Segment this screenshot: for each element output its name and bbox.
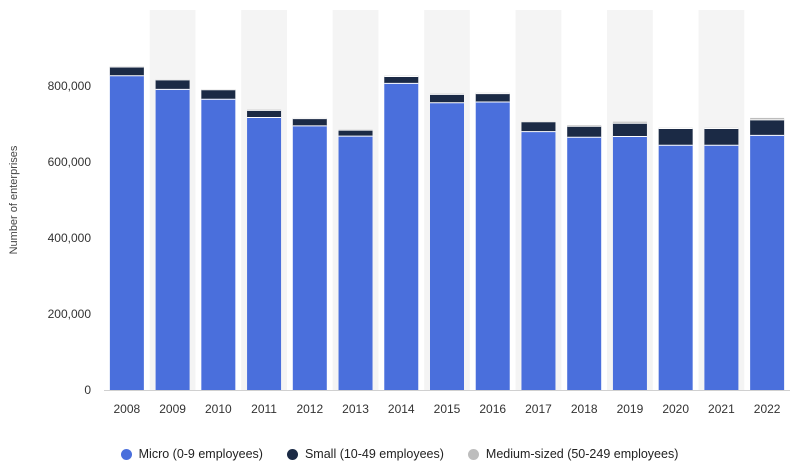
bar-micro-2013[interactable]: [338, 136, 373, 390]
bar-small-2011[interactable]: [247, 110, 282, 118]
x-tick-label: 2017: [525, 402, 552, 416]
legend-swatch-small: [286, 448, 298, 460]
legend-swatch-medium: [467, 448, 479, 460]
bar-micro-2014[interactable]: [384, 83, 419, 390]
bar-small-2012[interactable]: [292, 118, 327, 126]
y-tick-label: 600,000: [48, 155, 92, 169]
legend-item-medium[interactable]: Medium-sized (50-249 employees): [467, 447, 679, 461]
bar-small-2008[interactable]: [109, 67, 144, 76]
x-tick-label: 2009: [159, 402, 186, 416]
x-tick-label: 2018: [571, 402, 598, 416]
x-tick-label: 2010: [205, 402, 232, 416]
y-tick-label: 200,000: [48, 307, 92, 321]
x-tick-label: 2019: [617, 402, 644, 416]
bar-micro-2012[interactable]: [292, 125, 327, 391]
bar-micro-2018[interactable]: [567, 137, 602, 390]
bar-micro-2022[interactable]: [750, 135, 785, 390]
bar-small-2020[interactable]: [658, 128, 693, 146]
bar-micro-2011[interactable]: [247, 117, 282, 390]
bar-small-2022[interactable]: [750, 119, 785, 136]
bar-small-2018[interactable]: [567, 126, 602, 138]
legend-item-small[interactable]: Small (10-49 employees): [286, 447, 444, 461]
x-tick-label: 2021: [708, 402, 735, 416]
y-tick-label: 800,000: [48, 79, 92, 93]
x-tick-label: 2012: [296, 402, 323, 416]
bar-micro-2015[interactable]: [430, 102, 464, 390]
bar-micro-2008[interactable]: [109, 75, 144, 391]
bar-medium-2019[interactable]: [612, 121, 647, 124]
bar-small-2019[interactable]: [612, 123, 647, 137]
y-tick-label: 0: [84, 383, 91, 397]
x-tick-label: 2013: [342, 402, 369, 416]
bar-micro-2020[interactable]: [658, 145, 693, 390]
bar-micro-2009[interactable]: [155, 89, 190, 391]
bar-micro-2010[interactable]: [201, 99, 236, 391]
y-tick-label: 400,000: [48, 231, 92, 245]
x-tick-label: 2020: [662, 402, 689, 416]
bar-micro-2021[interactable]: [704, 145, 739, 390]
bar-small-2013[interactable]: [338, 130, 373, 137]
y-axis: 0 200,000 400,000 600,000 800,000: [48, 79, 92, 397]
x-tick-label: 2015: [434, 402, 461, 416]
legend-swatch-micro: [120, 448, 132, 460]
bar-small-2015[interactable]: [430, 94, 464, 103]
x-tick-label: 2016: [479, 402, 506, 416]
bar-micro-2019[interactable]: [612, 136, 647, 390]
legend-label-small: Small (10-49 employees): [304, 447, 444, 461]
bar-small-2016[interactable]: [475, 93, 510, 102]
legend: Micro (0-9 employees) Small (10-49 emplo…: [0, 443, 799, 465]
bar-small-2014[interactable]: [384, 76, 419, 84]
bars: [109, 66, 785, 391]
x-tick-label: 2014: [388, 402, 415, 416]
bar-medium-2018[interactable]: [567, 125, 602, 127]
x-axis: 2008 2009 2010 2011 2012 2013 2014 2015 2016 2017…: [104, 390, 790, 416]
bar-small-2021[interactable]: [704, 128, 739, 146]
bar-small-2009[interactable]: [155, 79, 190, 90]
x-tick-label: 2022: [754, 402, 781, 416]
legend-label-medium: Medium-sized (50-249 employees): [485, 447, 679, 461]
x-tick-label: 2008: [114, 402, 141, 416]
legend-label-micro: Micro (0-9 employees): [138, 447, 263, 461]
bar-small-2010[interactable]: [201, 89, 236, 100]
bar-micro-2016[interactable]: [475, 101, 510, 391]
bar-micro-2017[interactable]: [521, 131, 556, 390]
y-axis-label: Number of enterprises: [8, 145, 20, 254]
bar-medium-2022[interactable]: [750, 117, 785, 120]
legend-item-micro[interactable]: Micro (0-9 employees): [120, 447, 263, 461]
bar-small-2017[interactable]: [521, 121, 556, 132]
x-tick-label: 2011: [251, 402, 277, 416]
